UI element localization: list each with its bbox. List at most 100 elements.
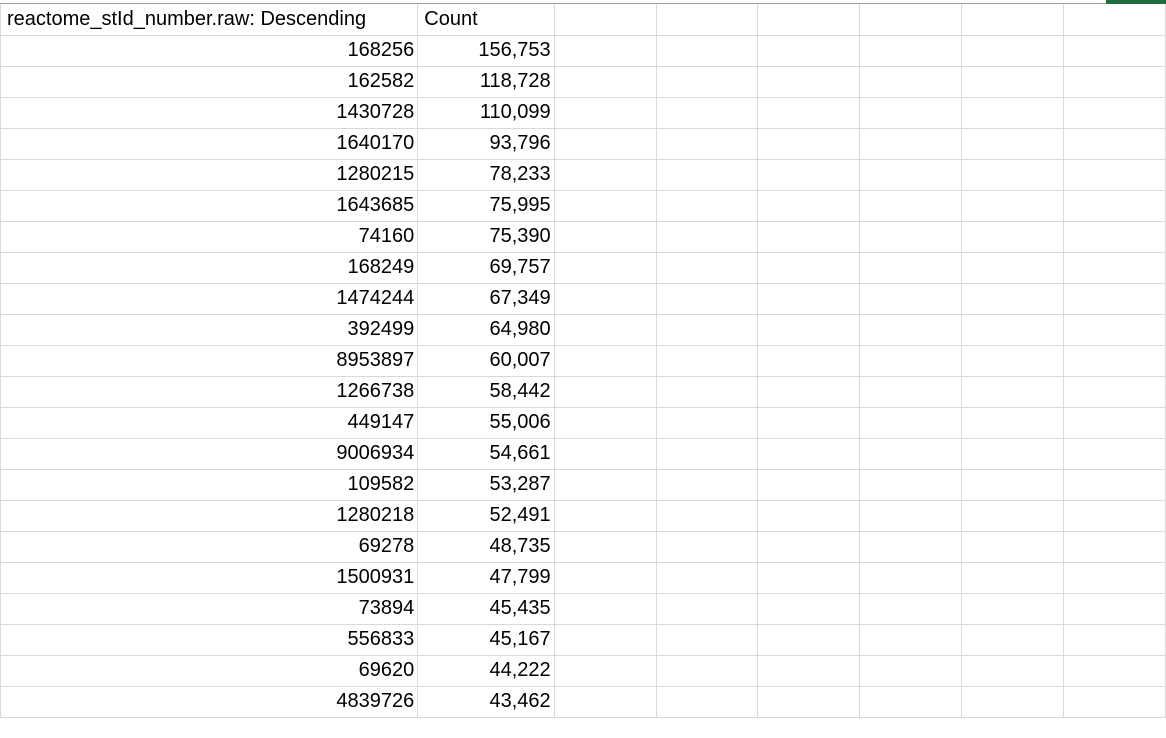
empty-cell[interactable] — [554, 686, 657, 718]
empty-cell[interactable] — [656, 469, 759, 501]
cell-stid-number[interactable]: 1500931 — [0, 562, 419, 594]
cell-count[interactable]: 44,222 — [417, 655, 555, 687]
empty-cell[interactable] — [757, 624, 861, 656]
empty-cell[interactable] — [859, 283, 963, 315]
cell-count[interactable]: 43,462 — [417, 686, 555, 718]
empty-cell[interactable] — [656, 4, 759, 36]
empty-cell[interactable] — [757, 376, 861, 408]
cell-count[interactable]: 67,349 — [417, 283, 555, 315]
empty-cell[interactable] — [859, 35, 963, 67]
cell-count[interactable]: 48,735 — [417, 531, 555, 563]
empty-cell[interactable] — [859, 500, 963, 532]
empty-cell[interactable] — [961, 624, 1065, 656]
empty-cell[interactable] — [961, 376, 1065, 408]
empty-cell[interactable] — [859, 190, 963, 222]
empty-cell[interactable] — [961, 686, 1065, 718]
empty-cell[interactable] — [757, 531, 861, 563]
cell-stid-number[interactable]: 1280215 — [0, 159, 419, 191]
empty-cell[interactable] — [961, 562, 1065, 594]
empty-cell[interactable] — [554, 283, 657, 315]
empty-cell[interactable] — [554, 221, 657, 253]
empty-cell[interactable] — [859, 562, 963, 594]
empty-cell[interactable] — [1063, 469, 1166, 501]
cell-stid-number[interactable]: 1640170 — [0, 128, 419, 160]
cell-stid-number[interactable]: 74160 — [0, 221, 419, 253]
empty-cell[interactable] — [656, 97, 759, 129]
cell-stid-number[interactable]: 162582 — [0, 66, 419, 98]
empty-cell[interactable] — [961, 655, 1065, 687]
empty-cell[interactable] — [1063, 500, 1166, 532]
empty-cell[interactable] — [757, 4, 861, 36]
empty-cell[interactable] — [1063, 531, 1166, 563]
empty-cell[interactable] — [1063, 252, 1166, 284]
header-cell-stid[interactable]: reactome_stId_number.raw: Descending — [0, 4, 419, 36]
cell-stid-number[interactable]: 8953897 — [0, 345, 419, 377]
empty-cell[interactable] — [1063, 438, 1166, 470]
empty-cell[interactable] — [757, 407, 861, 439]
empty-cell[interactable] — [554, 4, 657, 36]
empty-cell[interactable] — [757, 686, 861, 718]
empty-cell[interactable] — [859, 314, 963, 346]
cell-count[interactable]: 60,007 — [417, 345, 555, 377]
empty-cell[interactable] — [961, 66, 1065, 98]
cell-stid-number[interactable]: 556833 — [0, 624, 419, 656]
empty-cell[interactable] — [1063, 624, 1166, 656]
empty-cell[interactable] — [961, 35, 1065, 67]
cell-stid-number[interactable]: 69278 — [0, 531, 419, 563]
empty-cell[interactable] — [656, 655, 759, 687]
empty-cell[interactable] — [859, 66, 963, 98]
empty-cell[interactable] — [961, 407, 1065, 439]
cell-stid-number[interactable]: 69620 — [0, 655, 419, 687]
cell-count[interactable]: 118,728 — [417, 66, 555, 98]
empty-cell[interactable] — [961, 128, 1065, 160]
empty-cell[interactable] — [656, 128, 759, 160]
empty-cell[interactable] — [961, 469, 1065, 501]
empty-cell[interactable] — [961, 252, 1065, 284]
empty-cell[interactable] — [859, 345, 963, 377]
empty-cell[interactable] — [1063, 4, 1166, 36]
empty-cell[interactable] — [757, 128, 861, 160]
empty-cell[interactable] — [961, 283, 1065, 315]
cell-count[interactable]: 58,442 — [417, 376, 555, 408]
empty-cell[interactable] — [859, 128, 963, 160]
empty-cell[interactable] — [656, 66, 759, 98]
empty-cell[interactable] — [859, 221, 963, 253]
empty-cell[interactable] — [757, 190, 861, 222]
empty-cell[interactable] — [554, 35, 657, 67]
empty-cell[interactable] — [656, 562, 759, 594]
empty-cell[interactable] — [554, 438, 657, 470]
empty-cell[interactable] — [859, 655, 963, 687]
cell-stid-number[interactable]: 392499 — [0, 314, 419, 346]
cell-count[interactable]: 78,233 — [417, 159, 555, 191]
empty-cell[interactable] — [961, 345, 1065, 377]
empty-cell[interactable] — [656, 283, 759, 315]
cell-stid-number[interactable]: 168256 — [0, 35, 419, 67]
empty-cell[interactable] — [1063, 66, 1166, 98]
empty-cell[interactable] — [757, 97, 861, 129]
empty-cell[interactable] — [554, 407, 657, 439]
cell-count[interactable]: 64,980 — [417, 314, 555, 346]
empty-cell[interactable] — [554, 593, 657, 625]
empty-cell[interactable] — [859, 407, 963, 439]
empty-cell[interactable] — [961, 438, 1065, 470]
empty-cell[interactable] — [859, 531, 963, 563]
empty-cell[interactable] — [859, 159, 963, 191]
empty-cell[interactable] — [961, 221, 1065, 253]
cell-count[interactable]: 45,435 — [417, 593, 555, 625]
empty-cell[interactable] — [656, 438, 759, 470]
empty-cell[interactable] — [656, 531, 759, 563]
empty-cell[interactable] — [961, 500, 1065, 532]
empty-cell[interactable] — [757, 438, 861, 470]
cell-stid-number[interactable]: 449147 — [0, 407, 419, 439]
empty-cell[interactable] — [757, 35, 861, 67]
empty-cell[interactable] — [859, 593, 963, 625]
empty-cell[interactable] — [554, 190, 657, 222]
empty-cell[interactable] — [757, 593, 861, 625]
empty-cell[interactable] — [656, 314, 759, 346]
cell-count[interactable]: 45,167 — [417, 624, 555, 656]
empty-cell[interactable] — [1063, 159, 1166, 191]
empty-cell[interactable] — [1063, 593, 1166, 625]
empty-cell[interactable] — [554, 562, 657, 594]
empty-cell[interactable] — [1063, 190, 1166, 222]
empty-cell[interactable] — [757, 345, 861, 377]
